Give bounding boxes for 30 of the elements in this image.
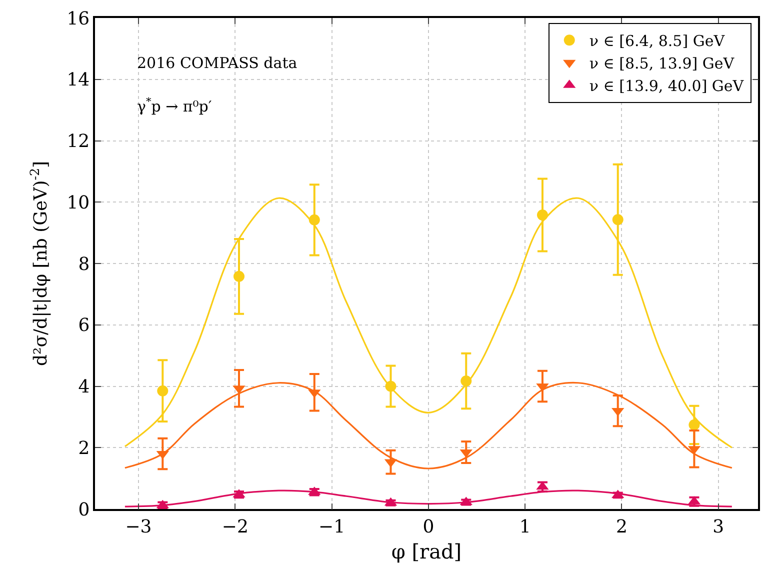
- y-tick-label: 0: [78, 499, 90, 520]
- x-tick-label: 0: [422, 516, 434, 538]
- x-tick-label: −2: [222, 516, 248, 538]
- y-tick-label: 16: [66, 8, 90, 30]
- point: [688, 419, 700, 430]
- annotation: 2016 COMPASS data: [137, 54, 298, 72]
- x-tick-label: −3: [125, 516, 152, 538]
- legend-label: ν ∈ [13.9, 40.0] GeV: [589, 77, 745, 96]
- y-tick-label: 6: [78, 315, 90, 336]
- y-tick-label: 4: [78, 376, 90, 398]
- x-tick-label: 3: [712, 516, 724, 538]
- point: [385, 380, 396, 392]
- point: [536, 210, 548, 221]
- point: [308, 214, 320, 226]
- x-tick-label: 2: [616, 516, 628, 538]
- x-axis-title: φ [rad]: [391, 539, 462, 564]
- y-tick-label: 8: [78, 254, 90, 275]
- x-tick-label: 1: [519, 516, 531, 538]
- point: [157, 385, 168, 396]
- y-tick-label: 12: [66, 131, 90, 152]
- x-tick-label: −1: [318, 516, 346, 538]
- point: [234, 270, 244, 282]
- point: [612, 214, 624, 226]
- point: [460, 376, 472, 387]
- legend-label: ν ∈ [6.4, 8.5] GeV: [589, 32, 726, 50]
- y-tick-label: 14: [66, 70, 90, 91]
- y-tick-label: 10: [66, 192, 90, 214]
- y-tick-label: 2: [78, 438, 90, 459]
- legend-label: ν ∈ [8.5, 13.9] GeV: [589, 54, 736, 73]
- annotation: γ$^{*}$p → π⁰p′: [137, 96, 212, 116]
